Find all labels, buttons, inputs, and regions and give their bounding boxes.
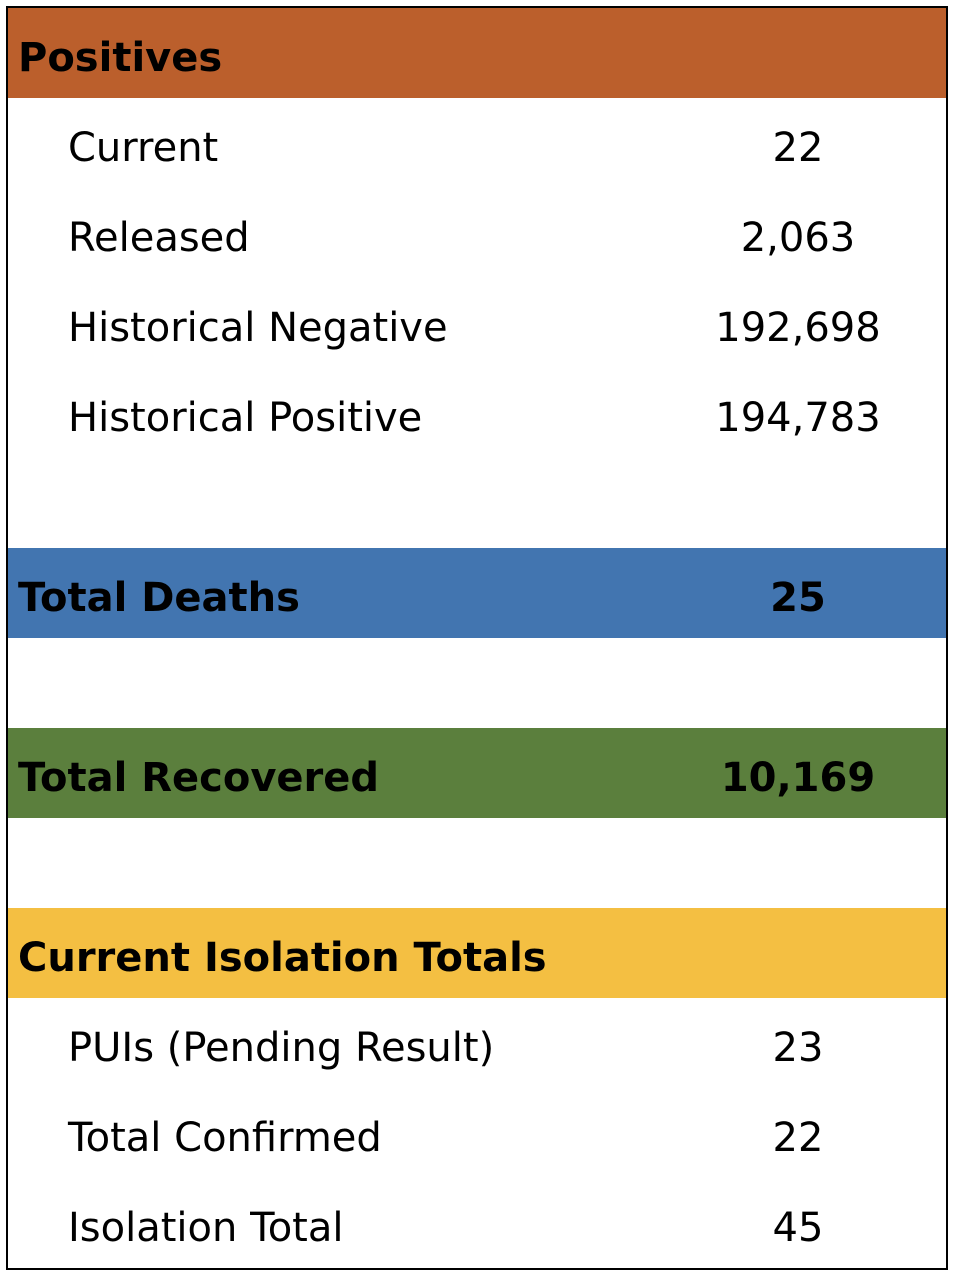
isolation-row-total-confirmed: Total Confirmed 22 bbox=[8, 1088, 946, 1178]
summary-table: Positives Current 22 Released 2,063 Hist… bbox=[6, 6, 948, 1270]
recovered-header: Total Recovered 10,169 bbox=[8, 728, 946, 818]
positives-row-historical-negative: Historical Negative 192,698 bbox=[8, 278, 946, 368]
positives-title: Positives bbox=[18, 35, 223, 81]
row-value: 2,063 bbox=[740, 215, 856, 261]
row-value: 192,698 bbox=[715, 305, 881, 351]
row-label: PUIs (Pending Result) bbox=[68, 1025, 495, 1071]
row-value: 22 bbox=[772, 125, 824, 171]
row-label: Total Confirmed bbox=[68, 1115, 382, 1161]
isolation-title: Current Isolation Totals bbox=[18, 935, 547, 981]
row-label: Historical Positive bbox=[68, 395, 423, 441]
row-value: 194,783 bbox=[715, 395, 881, 441]
positives-row-historical-positive: Historical Positive 194,783 bbox=[8, 368, 946, 458]
positives-row-released: Released 2,063 bbox=[8, 188, 946, 278]
row-label: Historical Negative bbox=[68, 305, 448, 351]
deaths-value: 25 bbox=[770, 575, 826, 621]
isolation-row-puis: PUIs (Pending Result) 23 bbox=[8, 998, 946, 1088]
recovered-value: 10,169 bbox=[720, 755, 876, 801]
isolation-row-isolation-total: Isolation Total 45 bbox=[8, 1178, 946, 1268]
row-value: 45 bbox=[772, 1205, 824, 1251]
deaths-header: Total Deaths 25 bbox=[8, 548, 946, 638]
row-label: Current bbox=[68, 125, 219, 171]
positives-header: Positives bbox=[8, 8, 946, 98]
row-label: Released bbox=[68, 215, 250, 261]
row-value: 22 bbox=[772, 1115, 824, 1161]
recovered-title: Total Recovered bbox=[18, 755, 380, 801]
isolation-header: Current Isolation Totals bbox=[8, 908, 946, 998]
row-label: Isolation Total bbox=[68, 1205, 344, 1251]
row-value: 23 bbox=[772, 1025, 824, 1071]
positives-row-current: Current 22 bbox=[8, 98, 946, 188]
deaths-title: Total Deaths bbox=[18, 575, 300, 621]
